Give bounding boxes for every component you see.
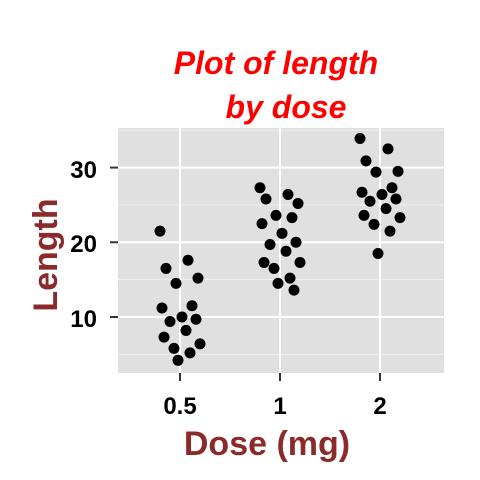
data-point	[376, 188, 388, 200]
data-point	[284, 272, 296, 284]
data-point	[176, 311, 188, 323]
data-point	[394, 212, 406, 224]
data-point	[280, 245, 292, 257]
y-tick-label-20: 20	[70, 231, 97, 258]
data-point	[288, 284, 300, 296]
data-point	[356, 186, 368, 198]
data-point	[170, 277, 182, 289]
data-point	[190, 313, 202, 325]
y-axis-title: Length	[27, 198, 65, 311]
data-point	[368, 218, 380, 230]
x-axis-title: Dose (mg)	[184, 425, 350, 463]
y-tick-label-10: 10	[70, 306, 97, 333]
data-point	[286, 212, 298, 224]
data-points	[154, 132, 406, 366]
data-point	[382, 143, 394, 155]
data-point	[192, 272, 204, 284]
data-point	[268, 262, 280, 274]
y-tick-label-30: 30	[70, 157, 97, 184]
data-point	[372, 247, 384, 259]
chart-title-line-1: Plot of length	[174, 45, 378, 81]
data-point	[386, 182, 398, 194]
data-point	[194, 338, 206, 350]
data-point	[282, 188, 294, 200]
data-point	[272, 277, 284, 289]
data-point	[186, 300, 198, 312]
data-point	[384, 225, 396, 237]
x-tick-label-2: 2	[373, 393, 386, 420]
data-point	[172, 354, 184, 366]
data-point	[160, 262, 172, 274]
data-point	[364, 195, 376, 207]
data-point	[270, 209, 282, 221]
data-point	[392, 165, 404, 177]
data-point	[164, 315, 176, 327]
data-point	[256, 218, 268, 230]
data-point	[258, 256, 270, 268]
data-point	[254, 182, 266, 194]
data-point	[380, 203, 392, 215]
data-point	[276, 227, 288, 239]
data-point	[354, 132, 366, 144]
data-point	[182, 254, 194, 266]
chart-title-line-2: by dose	[226, 89, 347, 125]
data-point	[264, 239, 276, 251]
data-point	[290, 236, 302, 248]
data-point	[370, 166, 382, 178]
data-point	[168, 342, 180, 354]
data-point	[292, 197, 304, 209]
x-tick-label-0.5: 0.5	[163, 393, 196, 420]
data-point	[358, 209, 370, 221]
axis-ticks	[110, 166, 381, 381]
data-point	[154, 225, 166, 237]
data-point	[158, 331, 170, 343]
data-point	[390, 193, 402, 205]
x-tick-label-1: 1	[273, 393, 286, 420]
data-point	[156, 302, 168, 314]
data-point	[360, 155, 372, 167]
data-point	[180, 324, 192, 336]
data-point	[294, 256, 306, 268]
data-point	[184, 347, 196, 359]
data-point	[260, 193, 272, 205]
